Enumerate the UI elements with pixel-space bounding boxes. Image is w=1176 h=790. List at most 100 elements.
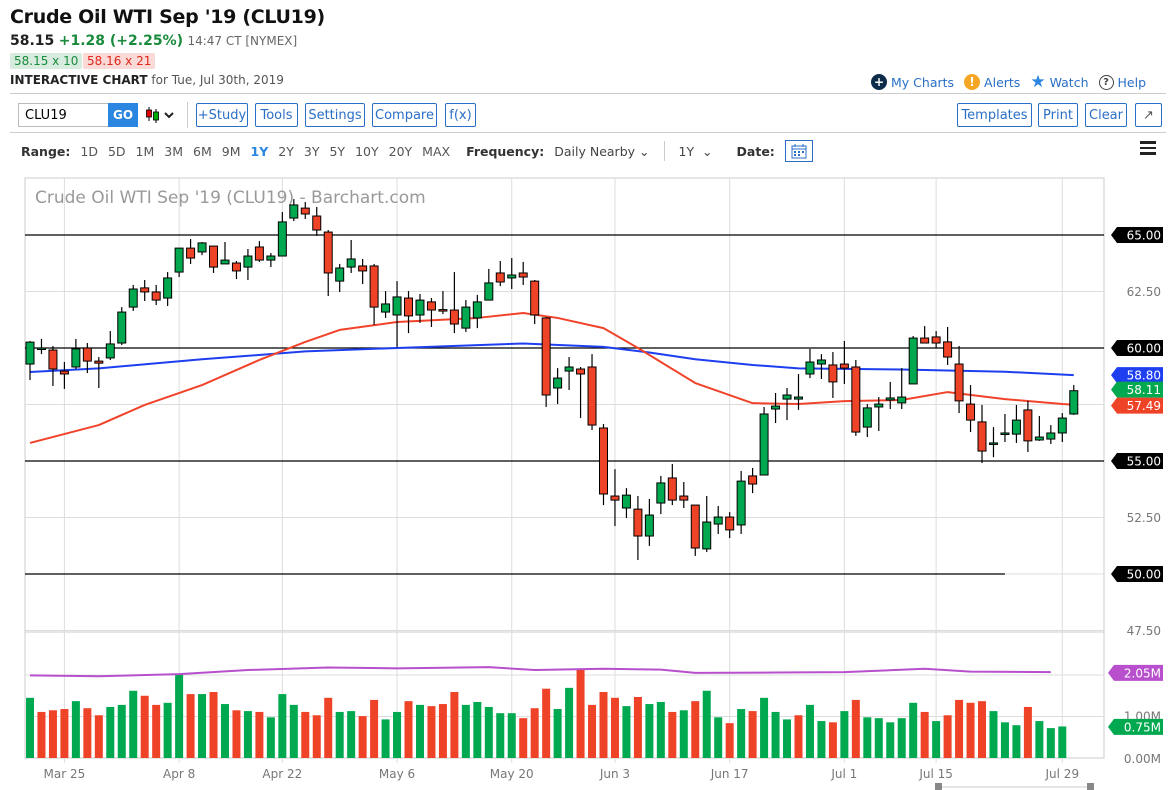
candle[interactable]	[381, 291, 391, 318]
watch-link[interactable]: ★ Watch	[1030, 72, 1088, 92]
candle[interactable]	[128, 284, 138, 311]
candle[interactable]	[140, 279, 150, 301]
candle[interactable]	[94, 357, 104, 389]
candle[interactable]	[897, 368, 907, 410]
candle[interactable]	[254, 241, 264, 262]
candle[interactable]	[759, 406, 769, 476]
candle[interactable]	[243, 249, 253, 280]
calendar-button[interactable]	[784, 140, 813, 162]
candle[interactable]	[851, 359, 861, 436]
alerts-link[interactable]: ! Alerts	[964, 74, 1020, 90]
price-chart[interactable]: Crude Oil WTI Sep '19 (CLU19) - Barchart…	[0, 170, 1176, 790]
candle[interactable]	[1023, 400, 1033, 452]
print-button[interactable]: Print	[1038, 103, 1078, 127]
candle[interactable]	[748, 468, 758, 494]
candle[interactable]	[323, 230, 333, 297]
candle[interactable]	[988, 427, 998, 458]
candle[interactable]	[805, 348, 815, 379]
candle[interactable]	[1046, 425, 1056, 445]
clear-button[interactable]: Clear	[1085, 103, 1127, 127]
candle[interactable]	[358, 258, 368, 285]
range-option-1m[interactable]: 1M	[135, 143, 155, 159]
range-option-3m[interactable]: 3M	[164, 143, 184, 159]
candle[interactable]	[71, 338, 81, 370]
candle[interactable]	[82, 343, 92, 374]
candle[interactable]	[644, 498, 654, 546]
candle[interactable]	[105, 331, 115, 360]
candle[interactable]	[392, 281, 402, 348]
candle[interactable]	[656, 475, 666, 515]
candle[interactable]	[954, 345, 964, 414]
candle[interactable]	[966, 385, 976, 433]
tools-button[interactable]: Tools	[255, 103, 298, 127]
range-option-2y[interactable]: 2Y	[278, 143, 294, 159]
candle[interactable]	[621, 488, 631, 518]
candle[interactable]	[48, 345, 58, 386]
candle[interactable]	[679, 482, 689, 509]
candle[interactable]	[1057, 413, 1067, 443]
range-option-3y[interactable]: 3Y	[303, 143, 320, 159]
candle[interactable]	[151, 284, 161, 306]
symbol-input[interactable]	[18, 103, 109, 127]
candle[interactable]	[576, 366, 586, 419]
candle[interactable]	[828, 352, 838, 398]
compare-button[interactable]: Compare	[372, 103, 437, 127]
candle[interactable]	[725, 512, 735, 539]
settings-button[interactable]: Settings	[305, 103, 365, 127]
candle[interactable]	[449, 272, 459, 334]
candle[interactable]	[908, 336, 918, 385]
range-option-9m[interactable]: 9M	[221, 143, 241, 159]
range-option-5y[interactable]: 5Y	[329, 143, 346, 159]
scroll-handle-left[interactable]	[935, 783, 942, 790]
candle[interactable]	[816, 354, 826, 379]
go-button[interactable]: GO	[108, 103, 138, 127]
candle[interactable]	[163, 272, 173, 306]
candle[interactable]	[702, 496, 712, 553]
candle[interactable]	[266, 253, 276, 268]
candle[interactable]	[943, 326, 953, 365]
period-dropdown[interactable]: 1Y ⌄	[679, 144, 713, 159]
range-option-max[interactable]: MAX	[422, 143, 451, 159]
candle[interactable]	[713, 505, 723, 534]
candle[interactable]	[874, 397, 884, 431]
candle[interactable]	[346, 239, 356, 273]
candle[interactable]	[438, 291, 448, 315]
candle[interactable]	[174, 247, 184, 278]
candle[interactable]	[599, 423, 608, 506]
candle[interactable]	[690, 504, 700, 556]
study-button[interactable]: +Study	[196, 103, 248, 127]
candle[interactable]	[312, 206, 322, 236]
menu-hamburger-icon[interactable]	[1140, 141, 1156, 155]
range-option-6m[interactable]: 6M	[193, 143, 212, 159]
candle[interactable]	[1000, 413, 1010, 443]
candle[interactable]	[25, 340, 35, 381]
candle[interactable]	[587, 354, 597, 431]
candle[interactable]	[36, 338, 46, 355]
candle[interactable]	[461, 300, 471, 332]
candle[interactable]	[300, 202, 310, 219]
candle[interactable]	[426, 298, 436, 327]
candle[interactable]	[1034, 416, 1044, 441]
candle[interactable]	[415, 293, 425, 323]
candle[interactable]	[507, 258, 517, 290]
templates-button[interactable]: Templates	[957, 103, 1032, 127]
candle[interactable]	[541, 317, 551, 407]
candle[interactable]	[885, 381, 895, 410]
candle[interactable]	[931, 331, 941, 348]
candle[interactable]	[117, 307, 127, 346]
candle[interactable]	[197, 242, 207, 256]
candle[interactable]	[186, 239, 196, 264]
candle[interactable]	[667, 463, 677, 506]
candle[interactable]	[59, 362, 69, 389]
candle[interactable]	[1011, 404, 1021, 443]
candle[interactable]	[977, 404, 987, 464]
range-option-10y[interactable]: 10Y	[355, 143, 379, 159]
candle[interactable]	[553, 368, 563, 405]
candle[interactable]	[793, 373, 803, 410]
range-option-20y[interactable]: 20Y	[388, 143, 413, 159]
candle[interactable]	[839, 340, 849, 384]
expand-button[interactable]: ↗	[1135, 103, 1162, 127]
range-option-1d[interactable]: 1D	[80, 143, 98, 159]
candle[interactable]	[220, 242, 230, 265]
candle[interactable]	[404, 291, 414, 334]
